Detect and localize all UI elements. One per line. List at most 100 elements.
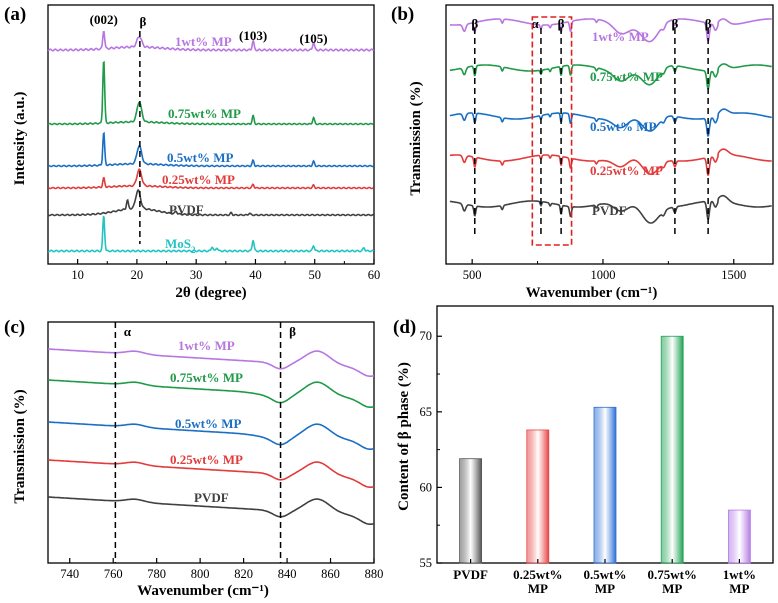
x-tick-label: 1500 (721, 268, 746, 282)
series-label-1wt-mp: 1wt% MP (178, 338, 235, 353)
panel-a: (a) 10 20 30 40 50 60 2θ (degree) Intensity (a.u… (4, 4, 380, 301)
peak-label: β (139, 14, 146, 29)
x-tick-label: 820 (234, 567, 253, 581)
x-tick-label: MP (729, 581, 749, 596)
y-tick-label: 60 (420, 480, 433, 494)
series-label-1wt-mp: 1wt% MP (592, 29, 649, 44)
panel-letter: (c) (4, 317, 25, 338)
series-line-pvdf (47, 496, 375, 525)
series-label-pvdf: PVDF (592, 203, 627, 218)
series-line-pvdf (449, 194, 772, 224)
x-tick-label: PVDF (453, 567, 488, 582)
y-axis-label: Transmission (%) (12, 389, 28, 503)
y-tick-label: 70 (420, 329, 433, 343)
series-label-0-25wt-mp: 0.25wt% MP (170, 452, 243, 467)
x-tick-label: 840 (278, 567, 297, 581)
series-label-pvdf: PVDF (169, 202, 204, 217)
panel-letter: (b) (391, 4, 414, 25)
series-line-pvdf (47, 189, 374, 217)
peak-label: (103) (239, 28, 267, 43)
x-tick-label: MP (528, 581, 548, 596)
band-label: β (471, 16, 478, 31)
x-tick-label: 30 (190, 268, 203, 282)
x-tick-label: MP (595, 581, 615, 596)
y-tick-label: 55 (420, 556, 433, 570)
x-tick-label: 860 (321, 567, 340, 581)
series-line-1wt-mp (449, 18, 772, 43)
plot-frame (445, 4, 774, 265)
x-tick-label: 1000 (590, 268, 615, 282)
x-tick-label: MP (662, 581, 682, 596)
bar-0-5wt-mp (593, 406, 617, 564)
y-axis-label: Intensity (a.u.) (12, 92, 28, 186)
peak-label: (002) (90, 12, 118, 27)
x-tick-label: 500 (463, 268, 482, 282)
bar-1wt-mp (728, 509, 751, 564)
series-label-main: MoS (165, 236, 191, 251)
panel-letter: (a) (4, 4, 26, 25)
series-label-pvdf: PVDF (194, 490, 229, 505)
series-line-0-75wt-mp (47, 60, 374, 126)
y-axis-label: Content of β phase (%) (396, 362, 412, 511)
series-label-mos2: MoS2 (165, 236, 196, 255)
band-label: β (705, 16, 712, 31)
series-line-0-5wt-mp (449, 108, 772, 137)
band-label: β (289, 324, 296, 339)
x-tick-label: 40 (249, 268, 262, 282)
series-label-0-25wt-mp: 0.25wt% MP (162, 172, 235, 187)
panel-letter: (d) (393, 317, 416, 338)
peak-label: (105) (299, 31, 327, 46)
x-tick-label: 760 (104, 567, 123, 581)
band-label: α (124, 324, 132, 339)
bar-0-25wt-mp (526, 429, 550, 564)
series-line-0-75wt-mp (449, 63, 772, 90)
panel-d: (d) 55 60 65 70 Content of β phase (%) PVDF 0.2… (393, 305, 774, 596)
band-label: β (671, 16, 678, 31)
series-label-0-5wt-mp: 0.5wt% MP (175, 416, 241, 431)
series-line-1wt-mp (47, 348, 375, 377)
series-label-subscript: 2 (191, 245, 196, 255)
band-label: β (558, 16, 565, 31)
plot-frame (47, 321, 375, 564)
x-tick-label: 0.25wt% (513, 567, 562, 582)
series-line-0-25wt-mp (47, 459, 375, 488)
x-tick-label: 10 (71, 268, 84, 282)
series-line-0-25wt-mp (449, 148, 772, 176)
x-axis-label: 2θ (degree) (175, 285, 246, 301)
x-axis-label: Wavenumber (cm⁻¹) (137, 583, 269, 599)
x-axis-label: Wavenumber (cm⁻¹) (526, 285, 658, 301)
x-tick-label: 0.5wt% (584, 567, 627, 582)
panel-b: (b) 500 1000 1500 Wavenumber (cm⁻¹) Transmiss… (391, 4, 774, 301)
x-tick-label: 1wt% (723, 567, 756, 582)
series-line-0-5wt-mp (47, 421, 375, 450)
x-tick-label: 50 (308, 268, 321, 282)
x-tick-label: 0.75wt% (647, 567, 696, 582)
plot-frame (47, 4, 375, 265)
series-label-1wt-mp: 1wt% MP (175, 34, 232, 49)
x-tick-label: 880 (365, 567, 384, 581)
series-label-0-5wt-mp: 0.5wt% MP (590, 119, 656, 134)
x-tick-label: 780 (147, 567, 166, 581)
x-tick-label: 60 (368, 268, 381, 282)
band-label: α (531, 16, 539, 31)
y-axis-label: Transmission (%) (408, 81, 424, 195)
series-line-0-75wt-mp (47, 379, 375, 408)
y-tick-label: 65 (420, 405, 433, 419)
x-tick-label: 800 (191, 567, 210, 581)
highlight-region-box (531, 16, 573, 246)
bar-0-75wt-mp (660, 335, 684, 564)
series-label-0-75wt-mp: 0.75wt% MP (168, 106, 241, 121)
bar-pvdf (459, 458, 483, 564)
series-line-0-25wt-mp (47, 168, 375, 190)
series-label-0-75wt-mp: 0.75wt% MP (590, 69, 663, 84)
series-label-0-75wt-mp: 0.75wt% MP (170, 370, 243, 385)
series-line-0-5wt-mp (47, 131, 375, 168)
series-line-mos2 (47, 215, 375, 253)
x-tick-label: 20 (131, 268, 144, 282)
series-line-1wt-mp (47, 31, 375, 52)
panel-c: (c) 740 760 780 800 820 840 860 880 Wavenumber (c… (4, 317, 383, 599)
x-tick-label: 740 (60, 567, 79, 581)
series-label-0-25wt-mp: 0.25wt% MP (590, 163, 663, 178)
series-label-0-5wt-mp: 0.5wt% MP (167, 150, 233, 165)
